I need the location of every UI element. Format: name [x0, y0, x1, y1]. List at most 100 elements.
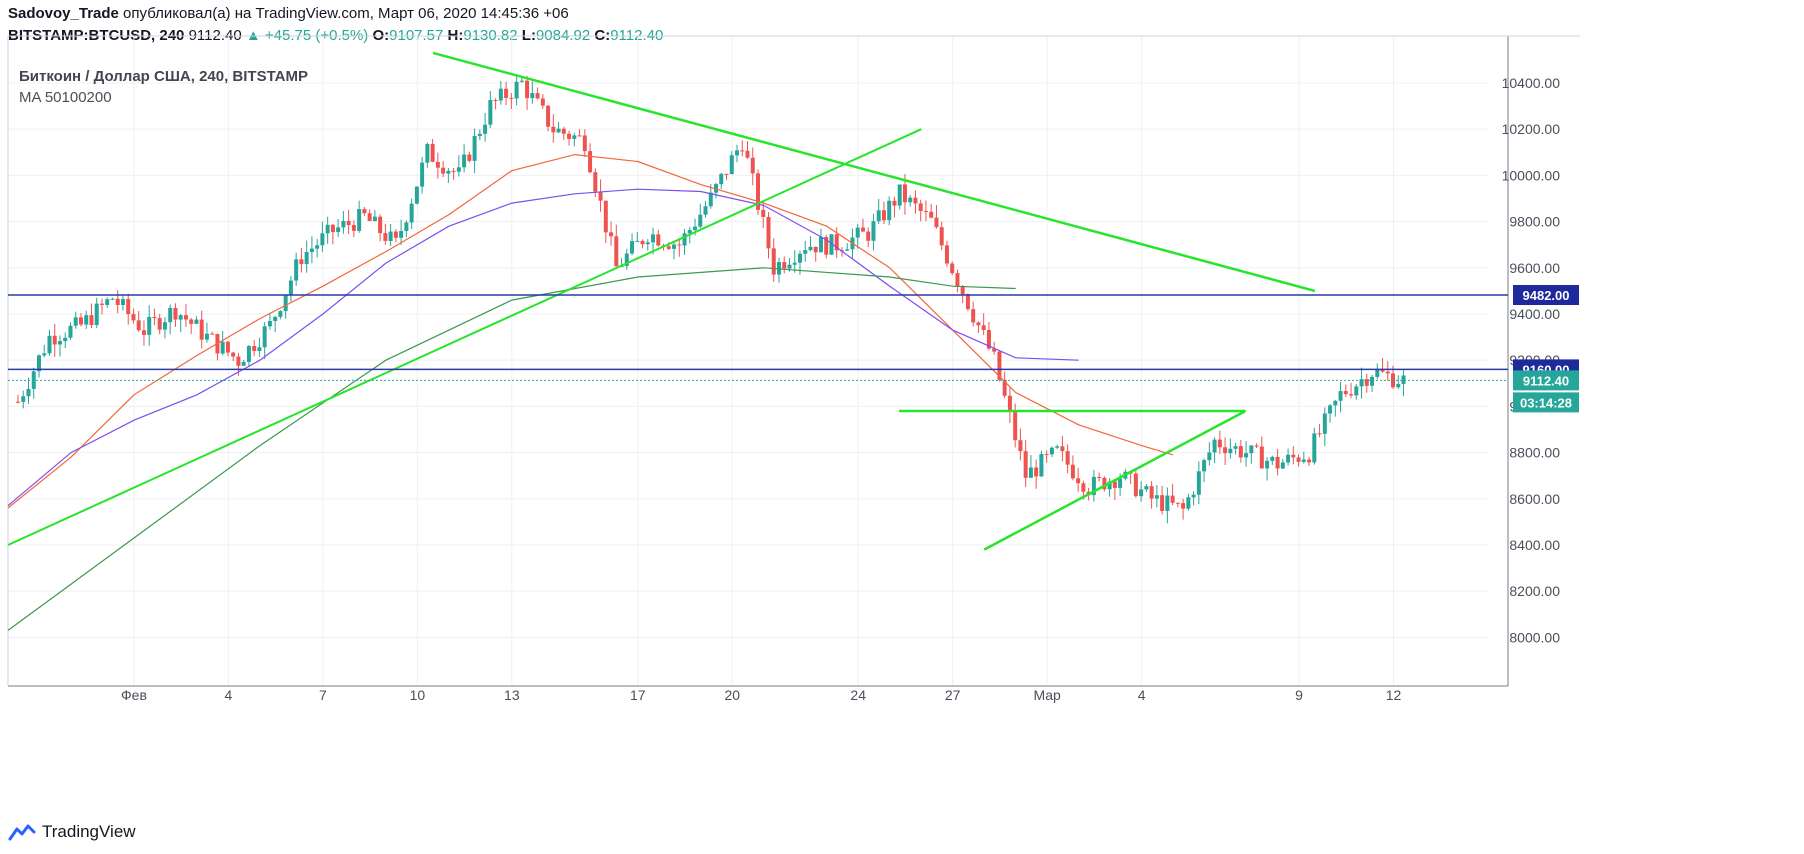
- candle-body: [997, 351, 1002, 380]
- y-tick-label: 9600.00: [1509, 260, 1560, 276]
- y-tick-label: 10000.00: [1502, 167, 1561, 183]
- candle-body: [1259, 446, 1264, 469]
- candle-body: [640, 240, 645, 245]
- candle-body: [367, 213, 372, 221]
- candle-body: [315, 245, 320, 249]
- x-tick-label: 13: [504, 687, 520, 703]
- candle-body: [21, 396, 26, 402]
- candle-body: [1265, 460, 1270, 469]
- candle-body: [1301, 459, 1306, 462]
- candle-body: [1175, 502, 1180, 504]
- candle-body: [257, 347, 262, 351]
- candle-body: [960, 286, 965, 295]
- candle-body: [567, 133, 572, 139]
- candle-body: [467, 154, 472, 161]
- candle-body: [52, 335, 57, 345]
- y-tick-label: 10400.00: [1502, 75, 1561, 91]
- candle-body: [236, 356, 241, 366]
- candle-body: [735, 150, 740, 156]
- candle-body: [231, 352, 236, 357]
- candle-body: [1118, 478, 1123, 488]
- candle-body: [750, 157, 755, 174]
- candle-body: [309, 248, 314, 252]
- candle-body: [241, 361, 246, 366]
- candle-body: [871, 221, 876, 241]
- tradingview-logo-icon[interactable]: [8, 823, 36, 841]
- candle-body: [136, 320, 141, 331]
- candle-body: [183, 315, 188, 320]
- candles: [16, 75, 1406, 524]
- candle-body: [761, 209, 766, 217]
- series-lines: [7, 51, 1508, 631]
- candle-body: [845, 249, 850, 251]
- candle-body: [572, 135, 577, 139]
- candle-body: [540, 98, 545, 106]
- candle-body: [1139, 489, 1144, 497]
- candle-body: [1023, 451, 1028, 478]
- candle-body: [892, 200, 897, 206]
- candle-body: [1354, 386, 1359, 396]
- y-tick-label: 9400.00: [1509, 306, 1560, 322]
- ma50-line: [7, 153, 1174, 509]
- candle-body: [561, 128, 566, 134]
- candle-body: [1049, 447, 1054, 455]
- author-name[interactable]: Sadovoy_Trade: [8, 5, 119, 22]
- x-tick-label: 10: [410, 687, 426, 703]
- candle-body: [1359, 379, 1364, 387]
- candle-body: [425, 143, 430, 163]
- indicator-legend[interactable]: MA 50100200: [19, 89, 112, 106]
- candle-body: [855, 227, 860, 238]
- publish-info: Sadovoy_Trade опубликовал(а) на TradingV…: [8, 5, 569, 22]
- y-tick-label: 8200.00: [1509, 583, 1560, 599]
- candle-body: [409, 203, 414, 223]
- candle-body: [1102, 477, 1107, 490]
- candle-body: [1149, 486, 1154, 499]
- candle-body: [372, 216, 377, 221]
- candle-body: [446, 170, 451, 174]
- x-axis[interactable]: Фев 4 7 10 13 17 20 24 27 Мар 4 9 12: [121, 687, 1402, 703]
- candle-body: [267, 320, 272, 327]
- candle-body: [68, 325, 73, 338]
- candle-body: [918, 203, 923, 212]
- candle-body: [1055, 446, 1060, 448]
- candle-body: [414, 186, 419, 204]
- candle-body: [682, 233, 687, 246]
- candle-body: [1380, 369, 1385, 372]
- candle-body: [1286, 454, 1291, 463]
- candle-body: [1065, 451, 1070, 465]
- candle-body: [441, 167, 446, 174]
- candle-body: [126, 299, 131, 315]
- candle-body: [881, 210, 886, 221]
- candle-body: [362, 209, 367, 214]
- candle-body: [273, 316, 278, 321]
- candle-body: [887, 200, 892, 221]
- candle-body: [860, 227, 865, 232]
- countdown-badge: [1513, 392, 1579, 413]
- candle-body: [908, 197, 913, 203]
- candle-body: [1223, 447, 1228, 454]
- price-badge: [1513, 370, 1579, 391]
- candle-body: [1144, 486, 1149, 490]
- candle-body: [530, 93, 535, 99]
- x-tick-label: 24: [850, 687, 866, 703]
- candle-body: [246, 346, 251, 362]
- candle-body: [351, 225, 356, 231]
- candle-body: [16, 401, 20, 403]
- candle-body: [719, 173, 724, 185]
- candle-body: [194, 319, 199, 324]
- candle-body: [1070, 464, 1075, 479]
- candle-body: [430, 143, 435, 162]
- candle-body: [635, 240, 640, 242]
- candle-body: [703, 206, 708, 215]
- candle-body: [1307, 459, 1312, 463]
- candle-body: [944, 245, 949, 264]
- candle-body: [1160, 495, 1165, 511]
- candle-body: [262, 326, 267, 348]
- footer-brand[interactable]: TradingView: [42, 822, 136, 841]
- candle-body: [950, 263, 955, 274]
- candle-body: [708, 192, 713, 207]
- candle-body: [965, 294, 970, 310]
- candle-body: [383, 233, 388, 241]
- candle-body: [168, 307, 173, 323]
